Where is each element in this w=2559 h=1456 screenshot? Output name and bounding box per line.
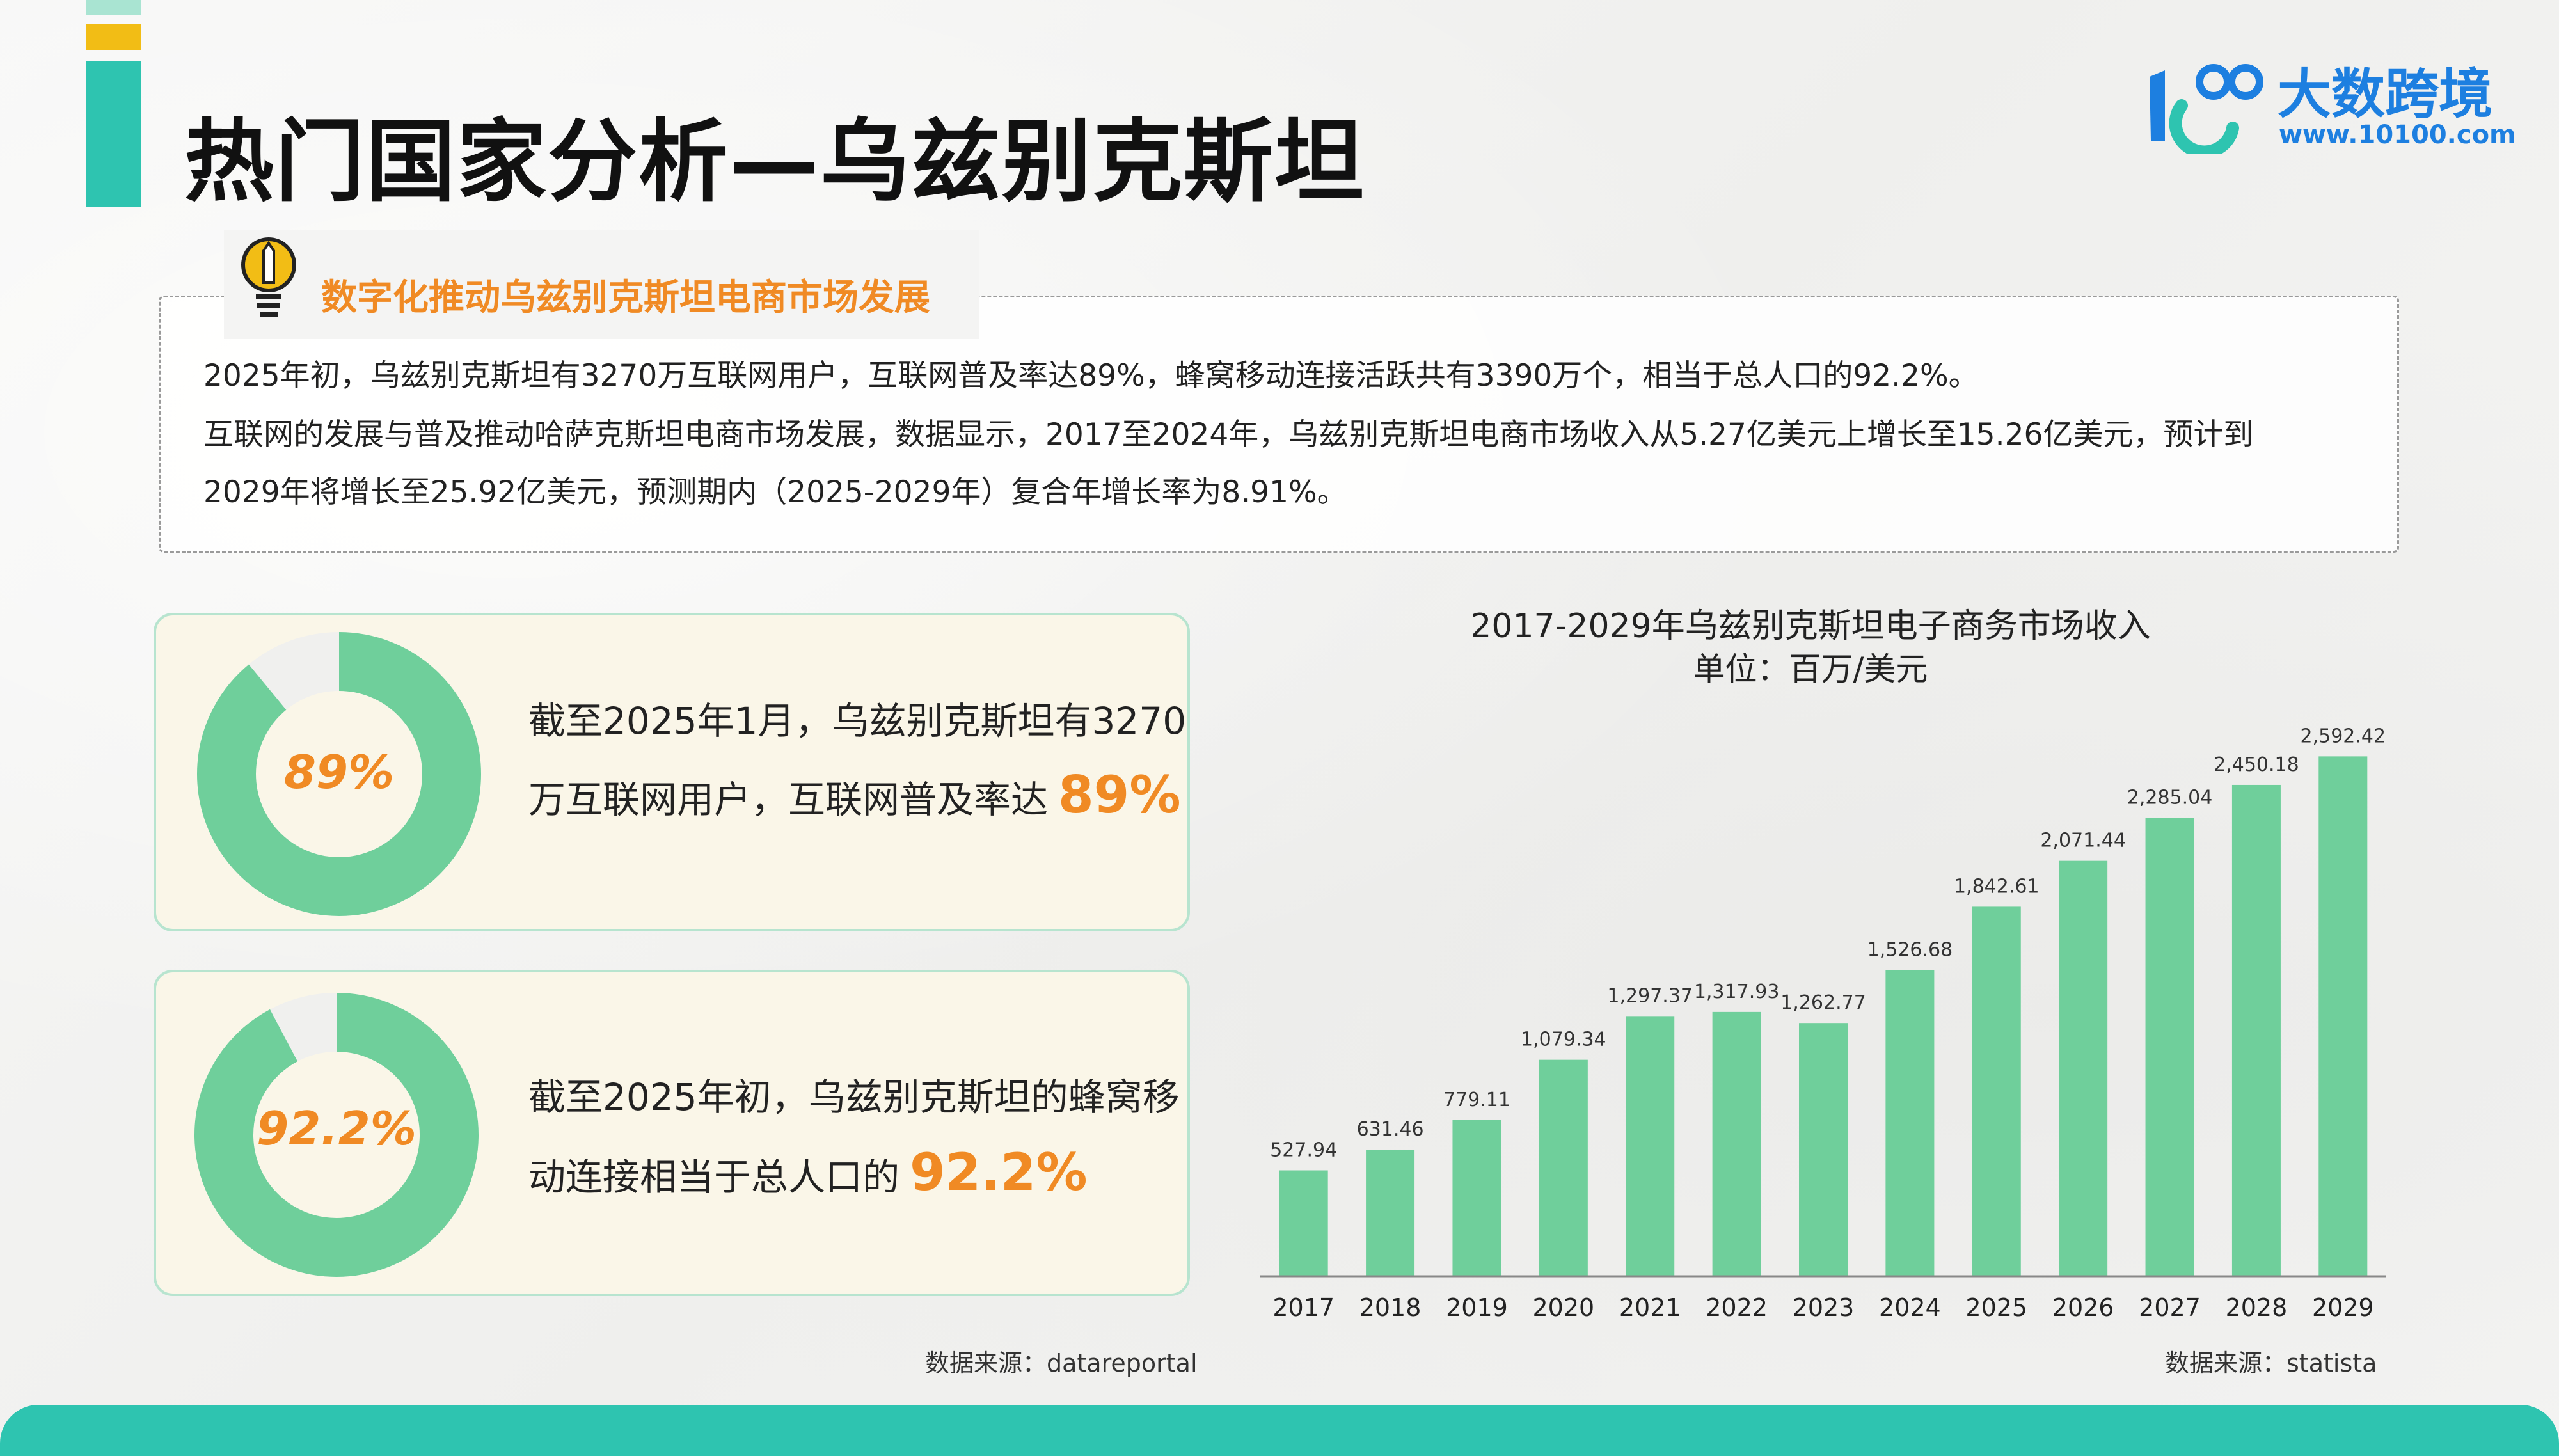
card-text-mobile-line-1: 截至2025年初，乌兹别克斯坦的蜂窝移	[528, 1075, 1180, 1119]
page-title: 热门国家分析—乌兹别克斯坦	[184, 110, 1366, 214]
info-line-1: 2025年初，乌兹别克斯坦有3270万互联网用户，互联网普及率达89%，蜂窝移动…	[203, 358, 1979, 393]
bottom-band	[0, 1405, 2559, 1456]
data-label-2028: 2,450.18	[2214, 754, 2299, 776]
data-label-2019: 779.11	[1443, 1089, 1510, 1111]
donut-label-mobile: 92.2%	[257, 1102, 416, 1155]
bar-2024	[1885, 970, 1935, 1276]
donut-arc-internet	[197, 632, 481, 916]
data-label-2027: 2,285.04	[2127, 787, 2213, 809]
decor-stripe-mint	[86, 0, 141, 15]
bar-2029	[2318, 756, 2368, 1276]
x-tick-2023: 2023	[1793, 1294, 1855, 1322]
donut-label-internet: 89%	[283, 745, 395, 799]
bar-2027	[2145, 818, 2194, 1276]
data-label-2018: 631.46	[1357, 1118, 1424, 1141]
x-tick-2022: 2022	[1706, 1294, 1768, 1322]
bar-2023	[1799, 1023, 1848, 1276]
source-datareportal: 数据来源：datareportal	[925, 1349, 1198, 1377]
data-label-2022: 1,317.93	[1694, 981, 1780, 1003]
donut-chart-mobile	[194, 993, 479, 1277]
data-label-2024: 1,526.68	[1867, 938, 1953, 961]
data-label-2029: 2,592.42	[2301, 725, 2386, 747]
logo-brand-text: 大数跨境	[2278, 63, 2493, 125]
bar-2028	[2231, 784, 2281, 1276]
data-label-2023: 1,262.77	[1780, 992, 1866, 1014]
bar-2018	[1366, 1150, 1415, 1276]
data-label-2021: 1,297.37	[1607, 985, 1693, 1007]
card-text-mobile-line-2: 动连接相当于总人口的 92.2%	[528, 1143, 1088, 1202]
x-tick-2017: 2017	[1272, 1294, 1335, 1322]
data-label-2020: 1,079.34	[1521, 1029, 1606, 1051]
lightbulb-icon	[241, 237, 296, 317]
card-text-internet-line-2: 万互联网用户，互联网普及率达 89%	[528, 765, 1181, 825]
x-tick-2027: 2027	[2139, 1294, 2201, 1322]
decor-stripe-yellow	[86, 24, 141, 50]
bar-2017	[1279, 1170, 1328, 1276]
info-line-2: 互联网的发展与普及推动哈萨克斯坦电商市场发展，数据显示，2017至2024年，乌…	[203, 417, 2254, 452]
x-tick-2018: 2018	[1359, 1294, 1422, 1322]
data-label-2026: 2,071.44	[2040, 830, 2126, 852]
x-tick-2019: 2019	[1446, 1294, 1508, 1322]
donut-arc-mobile	[194, 993, 479, 1277]
data-label-2025: 1,842.61	[1954, 875, 2040, 898]
logo-mark-icon	[2150, 64, 2263, 154]
x-tick-2028: 2028	[2226, 1294, 2288, 1322]
bar-2021	[1626, 1016, 1675, 1276]
donut-chart-internet	[197, 632, 481, 916]
card-text-internet-body: 万互联网用户，互联网普及率达	[528, 778, 1049, 821]
data-label-2017: 527.94	[1270, 1139, 1337, 1162]
bar-chart: 527.94 2017 631.46 2018 779.11 2019 1,079.34 20…	[1260, 725, 2386, 1322]
info-line-3: 2029年将增长至25.92亿美元，预测期内（2025-2029年）复合年增长率…	[203, 475, 1347, 510]
x-tick-2025: 2025	[1965, 1294, 2027, 1322]
x-tick-2024: 2024	[1879, 1294, 1941, 1322]
chart-subtitle: 单位：百万/美元	[1693, 651, 1928, 688]
bar-2025	[1972, 906, 2021, 1276]
info-heading: 数字化推动乌兹别克斯坦电商市场发展	[321, 277, 930, 319]
x-tick-2026: 2026	[2052, 1294, 2114, 1322]
logo: 大数跨境 www.10100.com	[2137, 51, 2516, 160]
source-statista: 数据来源：statista	[2165, 1349, 2377, 1377]
x-tick-2020: 2020	[1532, 1294, 1594, 1322]
chart-title: 2017-2029年乌兹别克斯坦电子商务市场收入	[1470, 607, 2151, 645]
logo-url-text: www.10100.com	[2279, 120, 2516, 150]
highlight-internet-percent: 89%	[1058, 765, 1181, 825]
bar-2020	[1539, 1059, 1588, 1276]
info-heading-backdrop	[224, 230, 979, 339]
card-text-mobile-body: 动连接相当于总人口的	[528, 1155, 900, 1199]
x-tick-2021: 2021	[1619, 1294, 1681, 1322]
x-tick-2029: 2029	[2312, 1294, 2374, 1322]
bar-2019	[1452, 1120, 1501, 1276]
bar-2022	[1712, 1011, 1761, 1276]
decor-stripe-teal	[86, 61, 141, 207]
card-text-internet-line-1: 截至2025年1月，乌兹别克斯坦有3270	[528, 699, 1187, 743]
highlight-mobile-percent: 92.2%	[910, 1143, 1088, 1202]
bar-2026	[2059, 860, 2108, 1276]
